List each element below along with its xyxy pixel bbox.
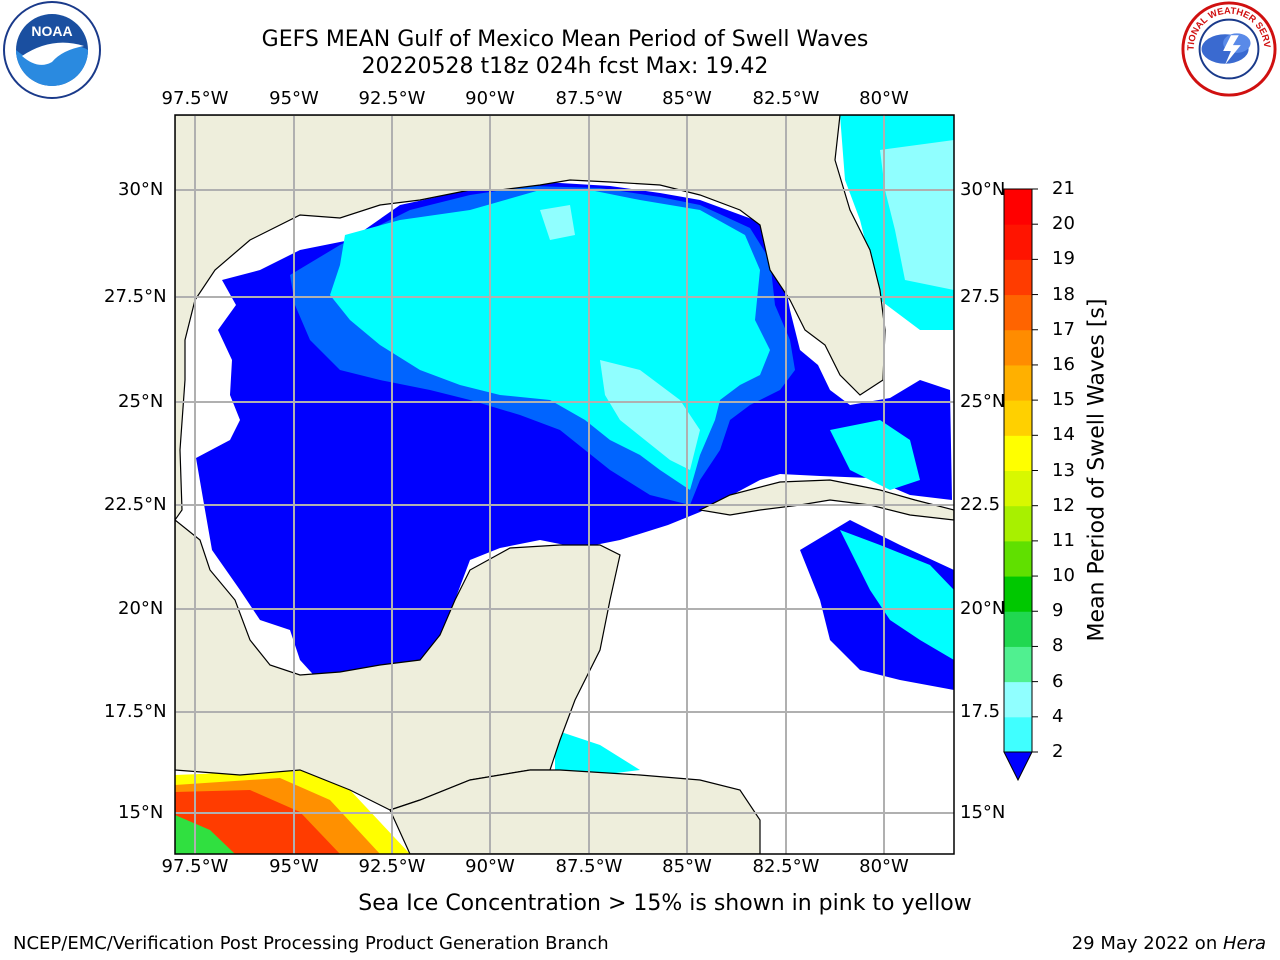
colorbar-segment [1004,224,1032,260]
colorbar-extend-triangle [1003,751,1033,782]
lat-tick-right: 17.5 [960,701,1001,722]
swell-field-caribbean-cyan [840,530,954,660]
swell-field-lightcyan [600,360,700,470]
lat-tick-left: 15°N [118,802,164,823]
colorbar-segment [1004,646,1032,683]
colorbar-segment [1004,189,1032,225]
colorbar-tick-label: 15 [1052,389,1075,411]
lon-tick-bottom: 85°W [662,856,712,877]
map-frame [174,114,955,855]
colorbar-tick-label: 16 [1052,353,1075,375]
graticule [175,115,954,854]
footer-date-text: 29 May 2022 on [1071,933,1223,954]
colorbar-tick-label: 20 [1052,213,1075,235]
lat-tick-right: 22.5 [960,494,1001,515]
colorbar-tick-label: 11 [1052,529,1075,551]
colorbar-segment [1004,681,1032,718]
colorbar-tick-label: 6 [1052,670,1064,692]
colorbar-segment [1004,364,1032,401]
lat-tick-left: 30°N [118,179,164,200]
colorbar-title: Mean Period of Swell Waves [s] [1084,298,1110,642]
lon-tick-top: 87.5°W [555,88,623,109]
swell-field-lightcyan-2 [540,205,575,240]
colorbar-tick-label: 2 [1052,741,1064,762]
colorbar-segment [1004,259,1032,296]
lon-tick-top: 80°W [859,88,909,109]
footer-date: 29 May 2022 on Hera [1072,933,1266,954]
swell-field-atlantic-light [880,140,954,290]
land-cuba [698,479,954,521]
lon-tick-top: 90°W [465,88,515,109]
lon-tick-bottom: 95°W [269,856,319,877]
land-masses [175,115,954,854]
colorbar-segment [1004,400,1032,436]
svg-text:NOAA: NOAA [31,23,72,39]
colorbar-tick-label: 14 [1052,424,1075,446]
noaa-logo: NOAA [3,1,101,99]
map-area [175,115,954,854]
colorbar-segment [1004,435,1032,471]
colorbar-tick-label: 10 [1052,565,1075,587]
colorbar [1003,188,1038,782]
lon-tick-bottom: 92.5°W [358,856,426,877]
colorbar-tick-label: 19 [1052,248,1075,270]
lon-tick-bottom: 87.5°W [555,856,623,877]
colorbar-tick-label: 17 [1052,318,1075,340]
colorbar-segment [1004,611,1032,647]
lat-tick-left: 25°N [118,391,164,412]
lat-tick-left: 20°N [118,598,164,619]
lat-tick-right: 20°N [960,598,1006,619]
chart-subtitle: 20220528 t18z 024h fcst Max: 19.42 [361,54,769,79]
colorbar-segment [1004,329,1032,366]
lon-tick-top: 85°W [662,88,712,109]
lon-tick-bottom: 82.5°W [752,856,820,877]
colorbar-tick-label: 4 [1052,705,1064,727]
lon-tick-top: 92.5°W [358,88,426,109]
lon-tick-bottom: 90°W [465,856,515,877]
pacific-field-green [175,815,235,854]
lat-tick-right: 25°N [960,391,1006,412]
lat-tick-right: 30°N [960,179,1006,200]
colorbar-tick-label: 12 [1052,494,1075,516]
swell-field-honduras [555,730,640,775]
lat-tick-right: 15°N [960,802,1006,823]
colorbar-segment [1004,576,1032,612]
colorbar-segment [1004,470,1032,507]
lat-tick-left: 17.5°N [104,701,167,722]
lon-tick-bottom: 97.5°W [161,856,229,877]
colorbar-tick-label: 18 [1052,283,1075,305]
footer-host: Hera [1222,933,1266,954]
nws-logo: NATIONAL WEATHER SERVICE [1180,0,1277,97]
colorbar-segment [1004,716,1032,753]
lon-tick-top: 95°W [269,88,319,109]
colorbar-tick-label: 8 [1052,635,1064,657]
colorbar-segment [1004,294,1032,331]
colorbar-tick-label: 9 [1052,600,1064,622]
swell-field-florida-keys [830,420,920,490]
lat-tick-right: 27.5 [960,286,1001,307]
lon-tick-bottom: 80°W [859,856,909,877]
lon-tick-top: 97.5°W [161,88,229,109]
colorbar-segment [1004,505,1032,542]
colorbar-tick-label: 13 [1052,459,1075,481]
sea-ice-note: Sea Ice Concentration > 15% is shown in … [358,891,972,916]
lon-tick-top: 82.5°W [752,88,820,109]
colorbar-tick-label: 21 [1052,178,1075,199]
lat-tick-left: 22.5°N [104,494,167,515]
footer-credit: NCEP/EMC/Verification Post Processing Pr… [13,933,609,954]
colorbar-segment [1004,540,1032,577]
lat-tick-left: 27.5°N [104,286,167,307]
chart-title: GEFS MEAN Gulf of Mexico Mean Period of … [261,27,869,52]
